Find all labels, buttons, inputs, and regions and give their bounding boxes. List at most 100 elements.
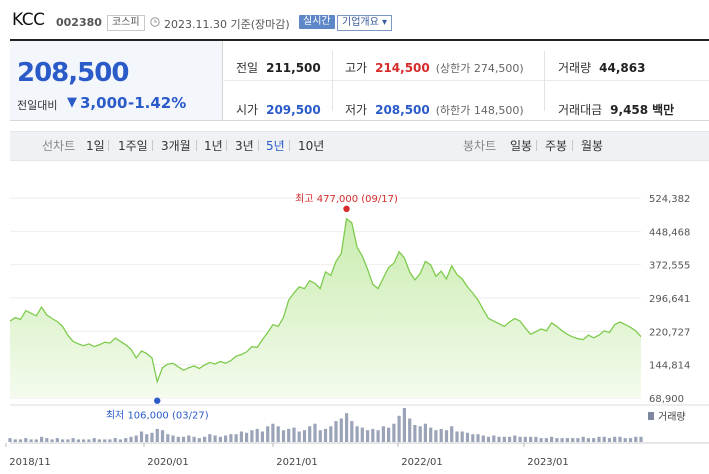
amount-value: 9,458 [610,103,649,117]
volume-bar [450,426,454,442]
tab-period-3m[interactable]: 3개월 [161,139,191,153]
y-tick-label: 448,468 [649,227,690,238]
volume-bar [203,436,207,442]
volume-bar [8,438,12,442]
candle-chart-label: 봉차트 [463,139,497,153]
tab-period-10y[interactable]: 10년 [298,139,325,153]
prev-close-label: 전일 [236,61,259,75]
volume-bar [455,431,459,442]
tab-period-5y[interactable]: 5년 [266,139,285,153]
tab-candle-weekly[interactable]: 주봉 [545,139,568,153]
tab-period-3y[interactable]: 3년 [235,139,254,153]
down-arrow-icon: ▼ [67,95,77,110]
x-tick-label: 2018/11 [9,457,51,468]
clock-icon [150,17,160,27]
volume-bar [92,438,96,442]
volume-bar [392,423,396,442]
x-tick-label: 2022/01 [401,457,443,468]
y-tick-label: 524,382 [649,194,690,205]
volume-bar [397,415,401,442]
stats-row-divider [222,80,709,81]
volume-bar [171,435,175,442]
low-value: 208,500 [375,103,430,117]
company-info-dropdown[interactable]: 기업개요 ▾ [337,15,392,31]
volume-bar [134,435,138,442]
volume-bar [476,434,480,442]
volume-bar [218,436,222,442]
volume-bar [592,438,596,442]
volume-bar [460,431,464,442]
volume-bar [486,436,491,442]
tab-candle-monthly[interactable]: 월봉 [581,139,604,153]
volume-bar [76,439,80,442]
volume-bar [544,438,548,442]
y-tick-label: 68,900 [649,394,684,405]
volume-bar [465,432,470,442]
stat-prev-close: 전일 211,500 [236,59,321,76]
stock-code: 002380 [56,16,102,29]
tab-period-1y[interactable]: 1년 [204,139,223,153]
volume-bar [55,438,59,442]
volume-bar [518,436,522,442]
volume-bar [276,426,280,442]
open-label: 시가 [236,103,259,117]
volume-bar [323,428,328,442]
tab-divider [226,140,227,151]
volume-bar [234,434,238,442]
volume-bar [181,436,186,442]
volume-bar [208,434,212,442]
volume-bar [192,436,196,442]
volume-bar [176,436,180,442]
volume-bar [444,430,449,442]
volume-bar [423,423,427,442]
volume-bar [371,428,375,442]
tab-period-1d[interactable]: 1일 [86,139,105,153]
volume-bar [260,431,264,442]
volume-bar [334,421,338,442]
open-value: 209,500 [266,103,321,117]
volume-bar [408,418,412,442]
volume-bar [502,436,506,442]
stats-bottom-divider [10,120,709,121]
volume-bar [108,439,112,442]
volume-bar [281,430,286,442]
volume-bar [97,439,101,442]
volume-bar [607,438,612,442]
volume-bar [586,438,590,442]
x-tick-label: 2020/01 [147,457,189,468]
volume-bar [18,439,23,442]
volume-bar [40,436,44,442]
tab-divider [572,140,573,151]
volume-bar [523,436,527,442]
volume-bar [481,435,485,442]
volume-bar [250,430,254,442]
stat-high: 고가 214,500 (상한가 274,500) [345,59,524,76]
volume-bar [124,438,128,442]
volume-bar [34,439,38,442]
volume-bar [187,435,191,442]
realtime-button[interactable]: 실시간 [299,15,335,29]
high-label: 고가 [345,61,368,75]
volume-bar [345,413,349,442]
volume-bar [318,430,322,442]
volume-bar [418,426,422,442]
volume-bar [571,438,575,442]
volume-bar [339,418,343,442]
price-chart[interactable]: 524,382 448,468 372,555 296,641 220,727 144,8… [0,188,709,474]
upper-limit: (상한가 274,500) [435,62,524,75]
volume-bar [145,434,149,442]
tab-period-1w[interactable]: 1주일 [118,139,148,153]
volume-bar [82,439,86,442]
volume-bar [329,426,333,442]
change-label: 전일대비 [17,99,58,112]
high-value: 214,500 [375,61,430,75]
amount-unit: 백만 [652,103,675,117]
tab-candle-daily[interactable]: 일봉 [510,139,533,153]
header-divider [10,39,709,41]
stock-name[interactable]: KCC [12,10,45,30]
current-price-panel: 208,500 전일대비 ▼ 3,000 -1.42% [10,41,223,120]
tab-divider [258,140,259,151]
stat-volume: 거래량 44,863 [558,59,645,76]
tab-divider [196,140,197,151]
volume-bar [366,430,370,442]
